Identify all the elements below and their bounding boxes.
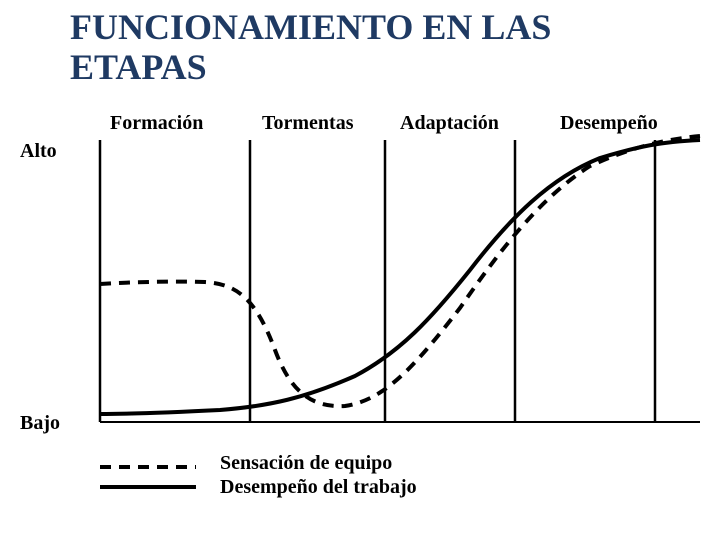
y-label-high: Alto — [20, 140, 57, 163]
curve-team-feeling — [100, 136, 700, 406]
legend-lines — [96, 457, 206, 497]
legend-label-solid: Desempeño del trabajo — [220, 476, 417, 499]
title-line-2: ETAPAS — [70, 47, 207, 87]
legend-label-dashed: Sensación de equipo — [220, 452, 392, 475]
y-label-low: Bajo — [20, 412, 60, 435]
stages-chart — [92, 130, 712, 440]
page-title: FUNCIONAMIENTO EN LAS ETAPAS — [70, 8, 551, 87]
curve-work-performance — [100, 140, 700, 414]
title-line-1: FUNCIONAMIENTO EN LAS — [70, 7, 551, 47]
